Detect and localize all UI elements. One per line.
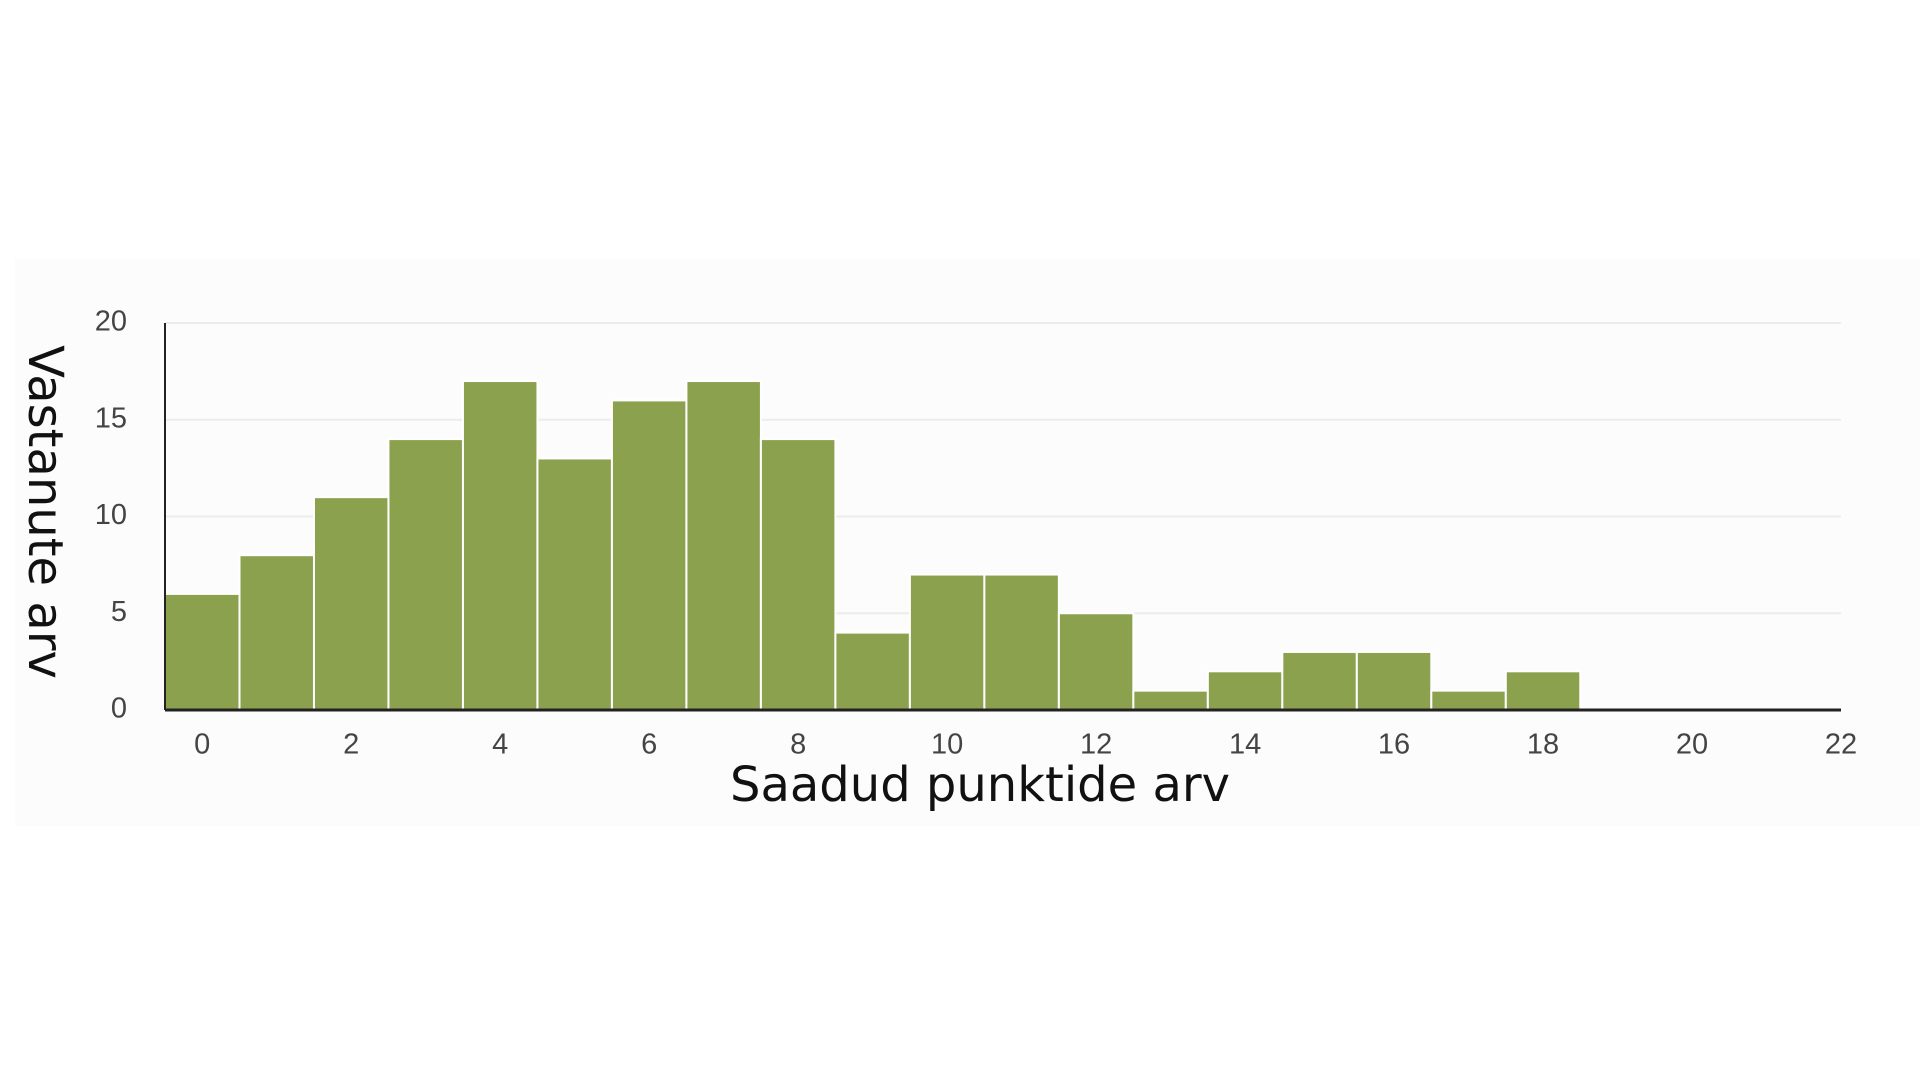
- x-tick-label: 14: [1229, 729, 1261, 761]
- bar: [1430, 689, 1507, 712]
- bar: [461, 380, 539, 711]
- bar: [1355, 650, 1433, 712]
- bar: [908, 573, 986, 711]
- y-tick-label: 15: [95, 402, 127, 434]
- x-tick-label: 0: [194, 729, 210, 761]
- bar: [1504, 670, 1582, 711]
- y-tick-label: 20: [95, 306, 127, 338]
- bar: [834, 631, 911, 711]
- bar: [164, 592, 241, 712]
- bar: [536, 457, 613, 712]
- y-axis-label: Vastanute arv: [17, 345, 73, 679]
- y-tick-label: 0: [111, 693, 127, 725]
- y-tick-label: 5: [111, 596, 127, 628]
- bar: [610, 399, 688, 711]
- x-tick-label: 2: [343, 729, 359, 761]
- bar: [759, 438, 837, 711]
- x-tick-label: 6: [641, 729, 657, 761]
- chart-background: [15, 259, 1920, 826]
- bar: [983, 573, 1060, 711]
- bar: [1132, 689, 1209, 712]
- bar: [1281, 650, 1358, 712]
- x-tick-label: 12: [1080, 729, 1112, 761]
- bar: [685, 380, 762, 711]
- x-tick-label: 16: [1378, 729, 1410, 761]
- x-tick-label: 20: [1676, 729, 1708, 761]
- x-tick-label: 22: [1825, 729, 1857, 761]
- bar: [238, 554, 315, 712]
- x-tick-label: 18: [1527, 729, 1559, 761]
- y-tick-label: 10: [95, 499, 127, 531]
- x-tick-label: 4: [492, 729, 508, 761]
- bar: [387, 438, 464, 711]
- x-tick-label: 8: [790, 729, 806, 761]
- x-axis-label: Saadud punktide arv: [730, 757, 1230, 813]
- bar: [1057, 612, 1135, 711]
- x-tick-label: 10: [931, 729, 963, 761]
- bar: [1206, 670, 1284, 711]
- bar: [312, 496, 390, 711]
